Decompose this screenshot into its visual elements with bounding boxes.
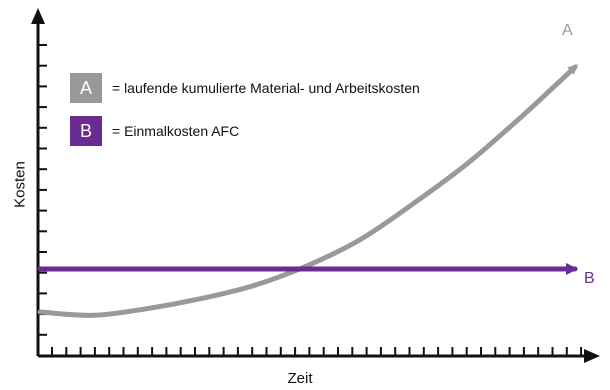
legend-item-b: B = Einmalkosten AFC — [70, 116, 239, 146]
legend-label-b: = Einmalkosten AFC — [112, 123, 240, 139]
legend-swatch-a: A — [70, 73, 102, 103]
y-axis-label: Kosten — [11, 161, 29, 208]
series-end-label-a: A — [562, 22, 573, 39]
y-axis-arrow-icon — [31, 8, 45, 24]
series-end-label-b: B — [584, 270, 595, 287]
series-line-a — [37, 64, 578, 318]
axes — [31, 8, 600, 363]
legend-item-a: A = laufende kumulierte Material- und Ar… — [70, 73, 420, 103]
legend-label-a: = laufende kumulierte Material- und Arbe… — [112, 80, 420, 96]
legend-swatch-b: B — [70, 116, 102, 146]
series-layer — [37, 64, 578, 318]
x-axis-arrow-icon — [584, 349, 600, 363]
x-axis-label: Zeit — [287, 370, 313, 387]
x-ticks — [51, 347, 583, 356]
y-ticks — [38, 44, 47, 357]
